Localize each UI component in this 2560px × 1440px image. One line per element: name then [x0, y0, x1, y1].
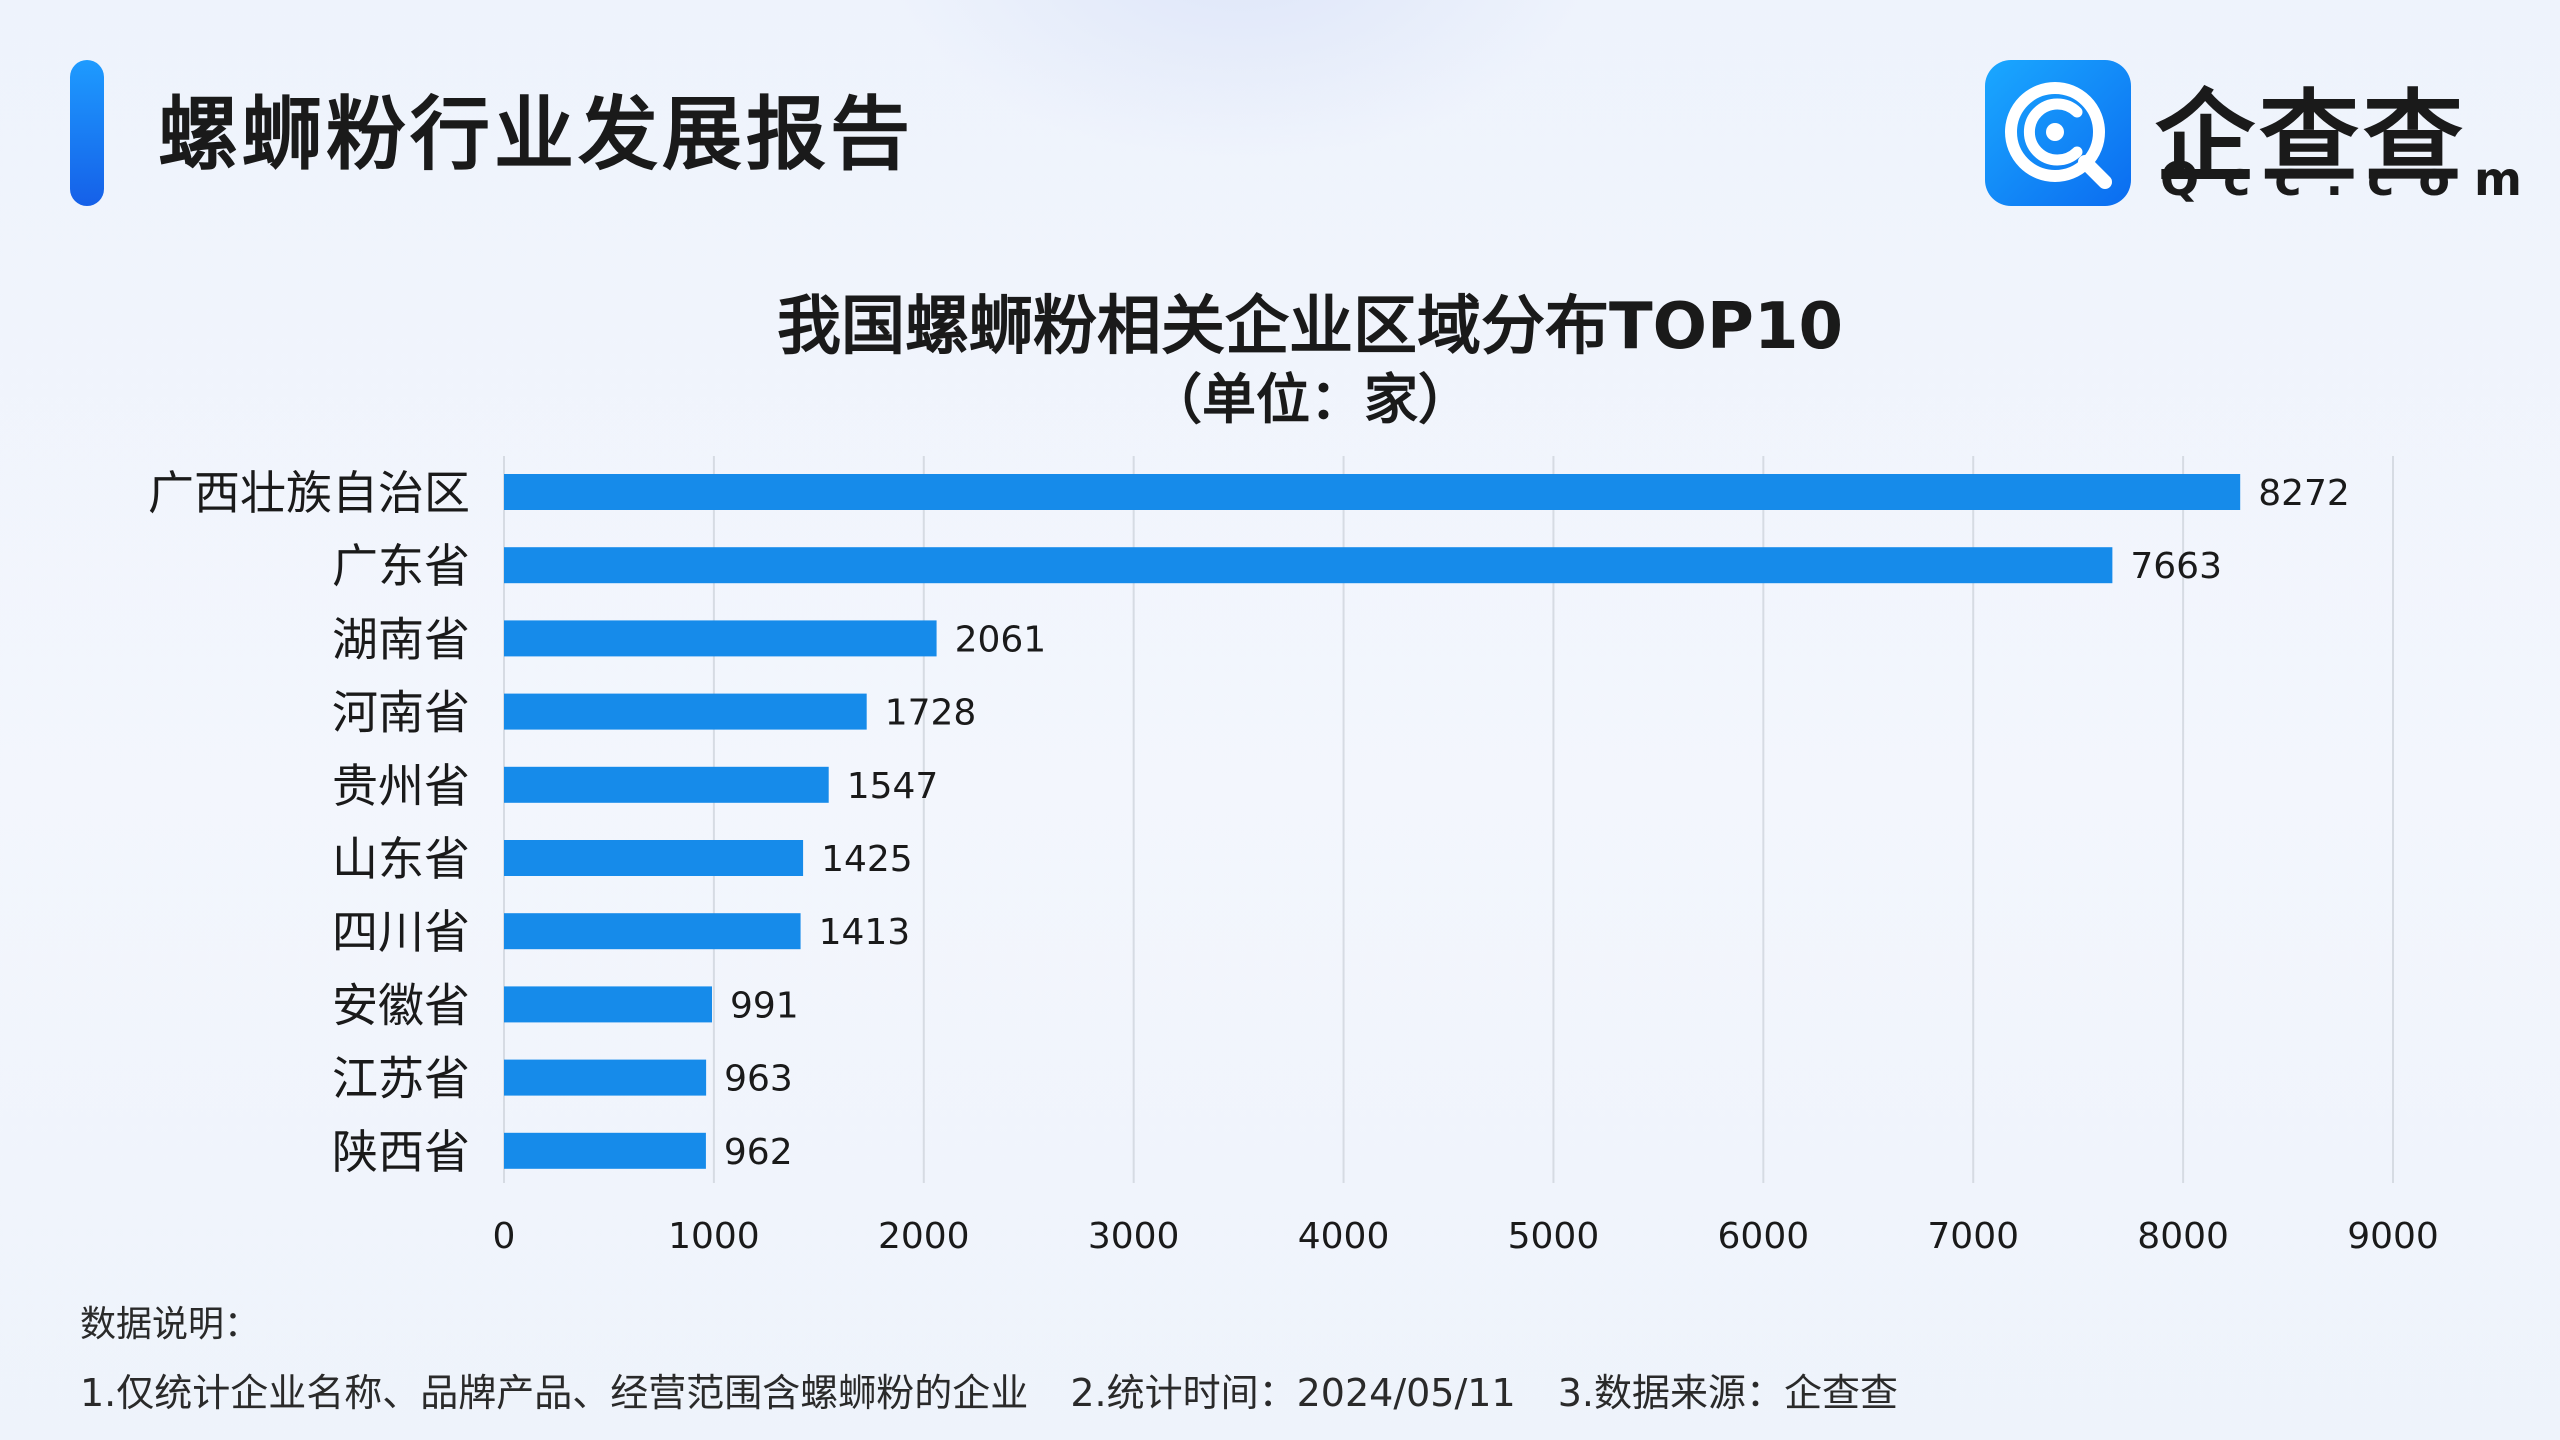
x-tick-label: 8000 — [2137, 1216, 2229, 1257]
x-tick-label: 4000 — [1298, 1216, 1390, 1257]
bar-9 — [504, 1132, 706, 1169]
logo-name: 企查查 — [2155, 79, 2467, 196]
data-label: 7663 — [2130, 546, 2222, 587]
category-label: 贵州省 — [332, 759, 470, 813]
x-tick-label: 5000 — [1508, 1216, 1600, 1257]
qcc-logo-icon — [1985, 60, 2131, 206]
note-item-2: 2.统计时间：2024/05/11 — [1070, 1371, 1516, 1415]
bar-8 — [504, 1059, 707, 1096]
category-label: 河南省 — [332, 686, 470, 740]
note-item-1: 1.仅统计企业名称、品牌产品、经营范围含螺蛳粉的企业 — [80, 1371, 1029, 1415]
page-title: 螺蛳粉行业发展报告 — [158, 88, 914, 181]
bar-2 — [504, 620, 937, 657]
category-label: 广东省 — [332, 539, 470, 593]
logo-domain: Qcc.com — [2160, 152, 2546, 206]
data-label: 2061 — [955, 619, 1047, 660]
labels: 0 1000 2000 3000 4000 5000 6000 7000 8000 9000 广西壮… — [148, 466, 2439, 1257]
bar-7 — [504, 986, 712, 1023]
x-tick-label: 6000 — [1718, 1216, 1810, 1257]
bar-3 — [504, 693, 867, 730]
data-label: 1728 — [885, 693, 977, 734]
data-label: 962 — [724, 1132, 793, 1173]
bar-5 — [504, 840, 804, 876]
bar-0 — [504, 474, 2241, 510]
data-label: 963 — [724, 1059, 793, 1100]
data-label: 8272 — [2258, 473, 2350, 514]
x-tick-label: 2000 — [878, 1216, 970, 1257]
chart-unit: （单位：家） — [1148, 368, 1472, 431]
chart-title: 我国螺蛳粉相关企业区域分布TOP10 — [776, 290, 1844, 364]
notes-title: 数据说明： — [80, 1304, 261, 1345]
x-tick-label: 3000 — [1088, 1216, 1180, 1257]
bar-4 — [504, 766, 829, 803]
note-item-3: 3.数据来源：企查查 — [1557, 1371, 1898, 1415]
category-label: 广西壮族自治区 — [148, 466, 470, 520]
x-tick-label: 1000 — [668, 1216, 760, 1257]
bar-1 — [504, 547, 2113, 584]
category-label: 陕西省 — [332, 1125, 470, 1179]
category-label: 江苏省 — [332, 1052, 470, 1106]
x-tick-label: 9000 — [2347, 1216, 2439, 1257]
data-label: 1547 — [847, 766, 939, 807]
x-tick-label: 7000 — [1927, 1216, 2019, 1257]
x-tick-label: 0 — [493, 1216, 516, 1257]
notes-line: 1.仅统计企业名称、品牌产品、经营范围含螺蛳粉的企业 2.统计时间：2024/0… — [80, 1362, 1928, 1417]
category-label: 湖南省 — [332, 612, 470, 666]
category-label: 山东省 — [332, 832, 470, 886]
data-label: 991 — [730, 985, 799, 1026]
category-label: 四川省 — [332, 905, 470, 959]
data-label: 1425 — [821, 839, 913, 880]
data-label: 1413 — [819, 912, 911, 953]
bar-6 — [504, 913, 801, 950]
bars — [504, 474, 2241, 1169]
category-label: 安徽省 — [332, 978, 470, 1032]
title-accent-bar — [70, 60, 104, 206]
bar-chart: 0 1000 2000 3000 4000 5000 6000 7000 8000 9000 广西壮… — [148, 456, 2439, 1257]
